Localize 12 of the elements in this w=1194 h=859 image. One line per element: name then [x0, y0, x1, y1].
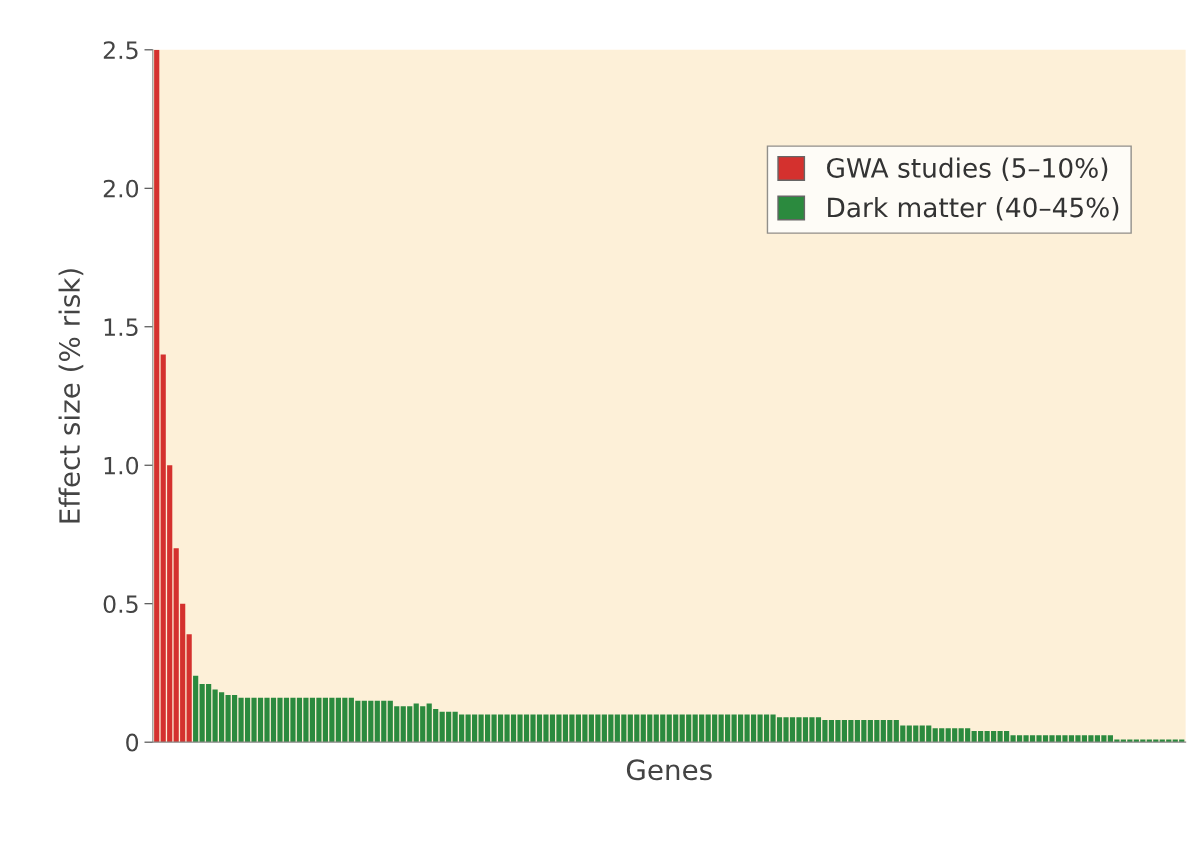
x-axis-title: Genes — [626, 759, 712, 781]
y-tick-label: 1.5 — [104, 318, 138, 337]
y-tick-label: 0 — [126, 733, 139, 752]
y-tick-label: 0.5 — [103, 595, 138, 614]
bar — [193, 675, 199, 743]
y-tick-label: 1.0 — [104, 456, 139, 475]
y-tick-label: 2.0 — [103, 179, 139, 198]
legend-label: GWA studies (5–10%) — [826, 157, 1108, 181]
bar — [186, 634, 192, 743]
legend-label: Dark matter (40–45%) — [828, 196, 1119, 221]
y-tick-label: 2.5 — [103, 41, 138, 60]
y-axis-title: Effect size (% risk) — [58, 269, 84, 523]
